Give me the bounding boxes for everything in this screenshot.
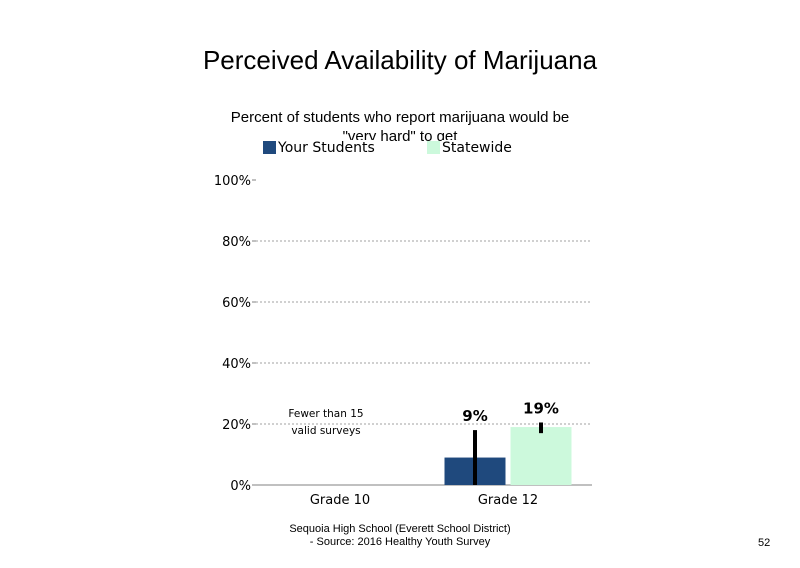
x-tick-label: Grade 12 [478,493,538,508]
note-text: Fewer than 15 [288,408,363,420]
data-label: 19% [523,399,559,417]
footer-source: Sequoia High School (Everett School Dist… [250,523,550,549]
y-tick-label: 60% [222,296,251,311]
chart-subtitle: Percent of students who report marijuana… [230,109,570,142]
y-tick-label: 100% [214,174,251,189]
page-number: 52 [758,537,771,549]
y-tick-label: 20% [222,418,251,433]
footer-school: Sequoia High School (Everett School Dist… [289,523,511,535]
legend-swatch-your-students [263,141,276,154]
note-text: valid surveys [291,425,360,437]
y-tick-label: 40% [222,357,251,372]
y-tick-label: 0% [230,479,251,494]
bar-statewide [510,427,572,485]
legend-label-your-students: Your Students [278,140,375,156]
data-label: 9% [462,407,487,425]
chart-title: Perceived Availability of Marijuana [202,45,598,75]
footer-source-line: - Source: 2016 Healthy Youth Survey [309,536,491,548]
x-tick-label: Grade 10 [310,493,370,508]
legend-label-statewide: Statewide [442,140,512,156]
y-tick-label: 80% [222,235,251,250]
legend-swatch-statewide [427,141,440,154]
